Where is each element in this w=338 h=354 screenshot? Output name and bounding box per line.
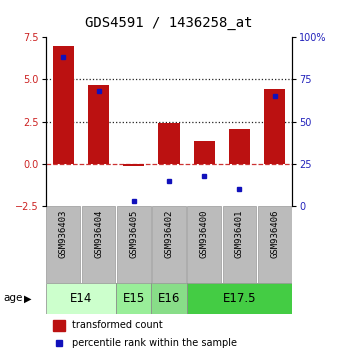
Bar [116,283,151,314]
Text: E15: E15 [123,292,145,305]
Text: GSM936401: GSM936401 [235,209,244,258]
Bar [53,320,65,331]
Bar [187,283,292,314]
Bar [123,164,144,166]
Text: GSM936402: GSM936402 [165,209,173,258]
Text: E16: E16 [158,292,180,305]
Bar [264,89,285,164]
Text: GSM936405: GSM936405 [129,209,138,258]
Bar [159,122,179,164]
Text: GSM936400: GSM936400 [200,209,209,258]
Text: GDS4591 / 1436258_at: GDS4591 / 1436258_at [85,16,253,30]
Bar [46,206,80,283]
Text: percentile rank within the sample: percentile rank within the sample [72,338,237,348]
Text: E14: E14 [70,292,92,305]
Bar [229,129,250,164]
Bar [194,141,215,164]
Bar [53,46,74,164]
Text: GSM936403: GSM936403 [59,209,68,258]
Bar [46,283,116,314]
Bar [88,85,109,164]
Text: E17.5: E17.5 [223,292,256,305]
Bar [151,283,187,314]
Bar [258,206,292,283]
Bar [117,206,151,283]
Bar [223,206,257,283]
Text: GSM936406: GSM936406 [270,209,279,258]
Bar [152,206,186,283]
Bar [187,206,221,283]
Text: age: age [3,293,23,303]
Text: ▶: ▶ [24,293,32,303]
Text: GSM936404: GSM936404 [94,209,103,258]
Bar [81,206,115,283]
Text: transformed count: transformed count [72,320,162,330]
